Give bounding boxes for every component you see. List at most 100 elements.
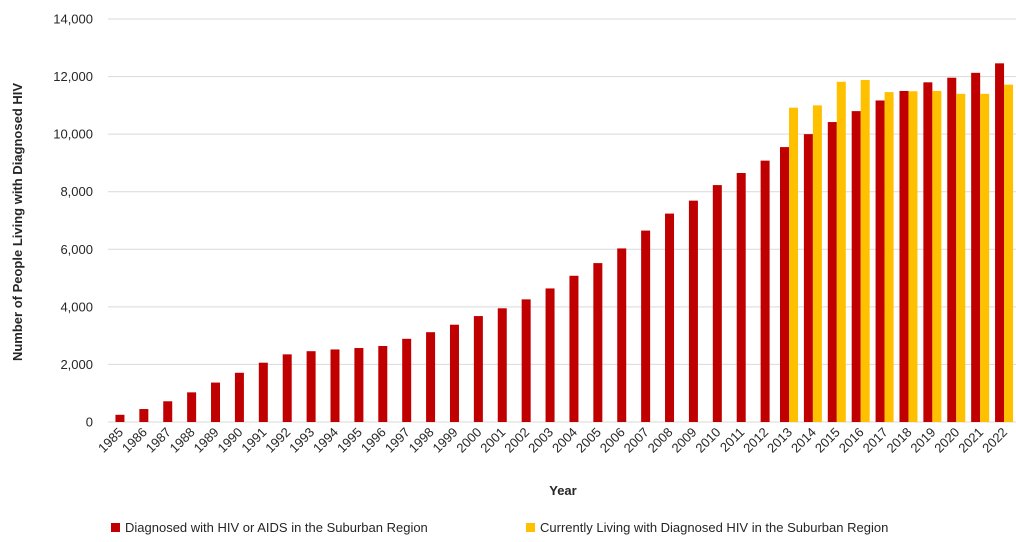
x-tick-label: 1986	[119, 425, 150, 456]
legend-swatch-diagnosed	[111, 523, 120, 532]
bar-diagnosed	[923, 82, 933, 422]
legend-item-diagnosed: Diagnosed with HIV or AIDS in the Suburb…	[111, 520, 428, 535]
bar-diagnosed	[521, 299, 531, 422]
x-tick-label: 1999	[430, 425, 461, 456]
bar-diagnosed	[569, 275, 579, 422]
bar-diagnosed	[688, 200, 698, 422]
bar-diagnosed	[971, 72, 981, 422]
bar-currently-living	[812, 105, 822, 422]
bar-diagnosed	[593, 263, 603, 422]
x-tick-label: 2000	[453, 425, 484, 456]
bar-currently-living	[1004, 84, 1014, 422]
bar-diagnosed	[115, 414, 125, 422]
bar-diagnosed	[736, 173, 746, 422]
x-tick-label: 1989	[191, 425, 222, 456]
y-tick-label: 4,000	[60, 299, 93, 314]
x-tick-label: 1993	[286, 425, 317, 456]
bar-diagnosed	[545, 288, 555, 422]
bar-diagnosed	[378, 346, 388, 422]
bar-diagnosed	[282, 354, 292, 422]
bar-currently-living	[980, 93, 990, 422]
x-tick-label: 2015	[812, 425, 843, 456]
x-tick-label: 2005	[573, 425, 604, 456]
bar-diagnosed	[211, 382, 221, 422]
bar-diagnosed	[497, 308, 507, 422]
bar-diagnosed	[187, 392, 197, 422]
y-tick-label: 12,000	[53, 69, 93, 84]
x-tick-label: 2002	[501, 425, 532, 456]
y-tick-label: 14,000	[53, 12, 93, 27]
bar-diagnosed	[306, 351, 316, 422]
y-tick-label: 6,000	[60, 242, 93, 257]
bar-diagnosed	[402, 338, 412, 422]
x-tick-label: 1991	[238, 425, 269, 456]
bar-diagnosed	[760, 160, 770, 422]
x-tick-label: 1998	[406, 425, 437, 456]
legend: Diagnosed with HIV or AIDS in the Suburb…	[0, 520, 1016, 542]
bar-diagnosed	[947, 77, 957, 423]
bar-diagnosed	[899, 90, 909, 422]
x-tick-label: 2013	[764, 425, 795, 456]
legend-item-currently-living: Currently Living with Diagnosed HIV in t…	[526, 520, 888, 535]
y-tick-label: 2,000	[60, 357, 93, 372]
x-tick-label: 1996	[358, 425, 389, 456]
bar-currently-living	[789, 107, 798, 422]
x-tick-label: 2012	[740, 425, 771, 456]
x-tick-label: 1995	[334, 425, 365, 456]
x-tick-label: 1987	[143, 425, 174, 456]
x-axis-title: Year	[549, 483, 576, 498]
x-tick-label: 2017	[860, 425, 891, 456]
x-axis-ticks: 1985198619871988198919901991199219931994…	[95, 425, 1010, 456]
bar-currently-living	[932, 90, 942, 422]
bar-currently-living	[860, 80, 870, 423]
bar-diagnosed	[780, 147, 789, 422]
x-tick-label: 1997	[382, 425, 413, 456]
legend-label-diagnosed: Diagnosed with HIV or AIDS in the Suburb…	[125, 520, 428, 535]
bar-diagnosed	[139, 409, 149, 422]
bar-diagnosed	[330, 349, 340, 422]
bar-diagnosed	[617, 248, 627, 422]
x-tick-label: 2008	[645, 425, 676, 456]
x-tick-label: 2020	[931, 425, 962, 456]
x-tick-label: 2004	[549, 425, 580, 456]
y-tick-label: 8,000	[60, 184, 93, 199]
x-tick-label: 2018	[884, 425, 915, 456]
bar-diagnosed	[258, 362, 268, 422]
bar-diagnosed	[995, 63, 1005, 423]
bar-diagnosed	[875, 100, 885, 423]
bar-diagnosed	[851, 111, 861, 422]
bar-diagnosed	[449, 324, 459, 422]
x-tick-label: 1988	[167, 425, 198, 456]
x-tick-label: 2019	[907, 425, 938, 456]
bar-diagnosed	[665, 213, 675, 422]
x-tick-label: 1990	[214, 425, 245, 456]
x-tick-label: 2010	[692, 425, 723, 456]
bar-diagnosed	[426, 332, 436, 422]
x-tick-label: 1985	[95, 425, 126, 456]
bar-diagnosed	[234, 372, 244, 422]
x-tick-label: 2021	[955, 425, 986, 456]
bar-diagnosed	[163, 401, 173, 422]
legend-swatch-currently-living	[526, 523, 535, 532]
y-axis-title: Number of People Living with Diagnosed H…	[10, 83, 25, 361]
bar-currently-living	[908, 91, 918, 423]
x-tick-label: 2022	[979, 425, 1010, 456]
x-tick-label: 2001	[477, 425, 508, 456]
bar-diagnosed	[641, 230, 651, 422]
x-tick-label: 2006	[597, 425, 628, 456]
x-tick-label: 2016	[836, 425, 867, 456]
x-tick-label: 1992	[262, 425, 293, 456]
y-tick-label: 0	[86, 415, 93, 430]
y-tick-label: 10,000	[53, 127, 93, 142]
x-tick-label: 2003	[525, 425, 556, 456]
x-tick-label: 1994	[310, 425, 341, 456]
bar-diagnosed	[827, 122, 837, 422]
x-tick-label: 2009	[668, 425, 699, 456]
bar-currently-living	[836, 81, 846, 422]
x-tick-label: 2014	[788, 425, 819, 456]
y-axis-ticks: 0 2,000 4,000 6,000 8,000 10,000 12,000 14,000	[53, 12, 93, 430]
legend-label-currently-living: Currently Living with Diagnosed HIV in t…	[540, 520, 889, 535]
bar-currently-living	[884, 92, 894, 422]
bar-currently-living	[956, 93, 966, 422]
